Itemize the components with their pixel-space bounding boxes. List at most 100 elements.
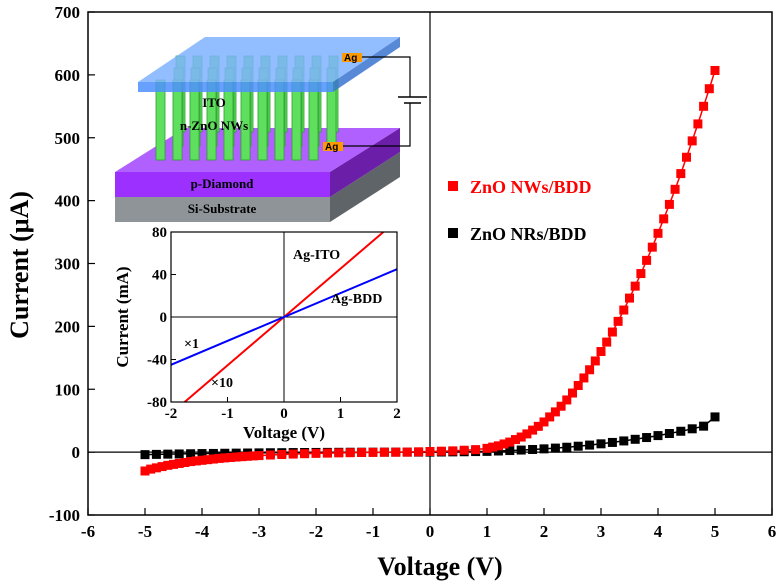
nws-data-point xyxy=(208,454,218,464)
ag-label-bottom: Ag xyxy=(325,142,338,153)
nws-data-point xyxy=(602,337,612,347)
inset-y-tick-label: -80 xyxy=(147,395,167,411)
nws-data-point xyxy=(710,65,720,75)
nws-data-point xyxy=(300,449,310,459)
inset-x-title: Voltage (V) xyxy=(243,423,325,442)
inset-plot: -2 -1 0 1 2 -80 -40 0 40 80 Voltage (V) Current … xyxy=(113,225,401,442)
nws-data-point xyxy=(499,439,509,449)
ito-top xyxy=(138,37,400,82)
nws-data-point xyxy=(704,84,714,94)
nws-data-point xyxy=(391,447,401,457)
nrs-data-point xyxy=(163,449,173,459)
inset-y-tick-label: 40 xyxy=(152,268,167,284)
ag-label-top: Ag xyxy=(344,53,357,64)
nws-data-point xyxy=(670,184,680,194)
nws-data-point xyxy=(664,199,674,209)
nws-data-point xyxy=(379,447,389,457)
nws-data-point xyxy=(140,466,150,476)
ito-front xyxy=(138,82,333,92)
diamond-side xyxy=(330,128,400,197)
layer-label-ito: ITO xyxy=(202,95,226,110)
y-axis-title: Current (μA) xyxy=(5,191,34,339)
nrs-data-point xyxy=(539,444,549,454)
nws-data-point xyxy=(619,305,629,315)
nws-data-point xyxy=(265,450,275,460)
x-tick-label: -1 xyxy=(366,522,380,541)
nws-data-point xyxy=(174,458,184,468)
nws-data-point xyxy=(636,269,646,279)
y-tick-label: 300 xyxy=(55,255,81,274)
diamond-front xyxy=(115,172,330,197)
device-schematic: Si-Substrate p-Diamond ITO n-ZnO NWs Ag … xyxy=(115,37,427,222)
x-tick-label: -6 xyxy=(81,522,95,541)
legend-marker-nws xyxy=(448,181,458,191)
circuit-wire-bottom xyxy=(343,103,411,147)
x-tick-label: 6 xyxy=(768,522,777,541)
inset-x-tick-label: -1 xyxy=(221,406,234,422)
nrs-data-point xyxy=(208,448,218,458)
y-tick-label: 200 xyxy=(55,317,81,336)
nrs-data-point xyxy=(220,448,230,458)
nrs-data-point xyxy=(653,431,663,441)
nrs-data-point xyxy=(573,441,583,451)
nws-data-point xyxy=(214,453,224,463)
inset-y-tick-label: -40 xyxy=(147,353,167,369)
nrs-data-point xyxy=(619,436,629,446)
nws-data-point xyxy=(596,347,606,357)
nws-data-point xyxy=(471,445,481,455)
nws-data-point xyxy=(180,457,190,467)
y-tick-label: 100 xyxy=(55,380,81,399)
nws-data-point xyxy=(357,448,367,458)
legend: ZnO NWs/BDD ZnO NRs/BDD xyxy=(448,177,592,244)
nws-data-point xyxy=(511,435,520,445)
nws-data-point xyxy=(687,136,697,146)
nrs-data-point xyxy=(528,444,538,454)
nws-data-point xyxy=(568,388,577,398)
nrs-data-point xyxy=(676,426,686,436)
nrs-data-point xyxy=(140,450,150,460)
nrs-data-point xyxy=(630,434,640,444)
inset-y-tick-label: 0 xyxy=(160,310,168,326)
nws-data-point xyxy=(613,316,623,326)
inset-y-axis: -80 -40 0 40 80 xyxy=(147,225,176,411)
nrs-data-point xyxy=(197,449,207,459)
inset-y-title: Current (mA) xyxy=(113,266,132,367)
nrs-data-point xyxy=(687,424,697,434)
x-tick-label: -2 xyxy=(309,522,323,541)
nrs-data-point xyxy=(562,442,572,452)
x-tick-label: 5 xyxy=(711,522,720,541)
nws-data-point xyxy=(186,457,196,467)
nrs-data-point xyxy=(151,449,161,459)
nrs-data-point xyxy=(505,446,515,456)
nws-data-point xyxy=(448,446,458,456)
inset-x-tick-label: 1 xyxy=(337,406,345,422)
inset-x-axis: -2 -1 0 1 2 xyxy=(165,397,401,422)
nws-data-point xyxy=(402,447,412,457)
nws-data-point xyxy=(482,443,492,453)
nws-data-point xyxy=(322,448,332,458)
x-axis: -6 -5 -4 -3 -2 -1 0 1 2 3 4 5 6 xyxy=(81,508,776,541)
y-tick-label: 0 xyxy=(72,443,81,462)
nrs-data-point xyxy=(699,421,709,431)
y-tick-label: 500 xyxy=(55,129,81,148)
nws-data-point xyxy=(533,421,543,431)
nws-data-point xyxy=(334,448,344,458)
nrs-data-point xyxy=(550,443,560,453)
nws-data-point xyxy=(590,356,600,366)
y-tick-label: -100 xyxy=(49,506,80,525)
layer-label-si: Si-Substrate xyxy=(188,201,257,216)
legend-marker-nrs xyxy=(448,228,458,238)
nws-data-point xyxy=(197,455,207,465)
nws-data-point xyxy=(607,327,617,337)
nws-data-point xyxy=(693,119,703,129)
nrs-data-point xyxy=(516,445,526,455)
inset-series-layer xyxy=(170,231,398,403)
nws-data-point xyxy=(157,462,167,472)
nws-data-point xyxy=(277,450,287,460)
nws-data-point xyxy=(231,452,241,462)
nws-data-point xyxy=(516,432,526,442)
nws-data-point xyxy=(682,152,691,162)
nws-data-point xyxy=(562,395,572,405)
nws-data-point xyxy=(545,412,555,422)
nws-data-point xyxy=(699,101,709,111)
